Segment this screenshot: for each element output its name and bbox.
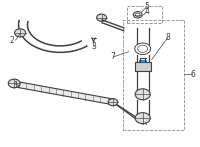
Circle shape: [97, 14, 107, 21]
Circle shape: [8, 79, 20, 88]
Text: 1: 1: [13, 81, 18, 90]
Bar: [127, 6, 162, 23]
Bar: [139, 60, 146, 62]
Circle shape: [135, 113, 150, 124]
Bar: [123, 20, 184, 130]
Circle shape: [135, 89, 150, 100]
Text: 7: 7: [110, 52, 115, 61]
Bar: [135, 62, 151, 71]
Circle shape: [15, 29, 26, 37]
Text: 5: 5: [144, 2, 149, 11]
Polygon shape: [12, 81, 115, 105]
Circle shape: [108, 99, 118, 106]
Text: 8: 8: [165, 33, 170, 42]
Text: 2: 2: [9, 36, 14, 45]
Text: 3: 3: [92, 42, 96, 51]
Text: 6: 6: [191, 70, 196, 78]
Text: 4: 4: [144, 7, 149, 16]
